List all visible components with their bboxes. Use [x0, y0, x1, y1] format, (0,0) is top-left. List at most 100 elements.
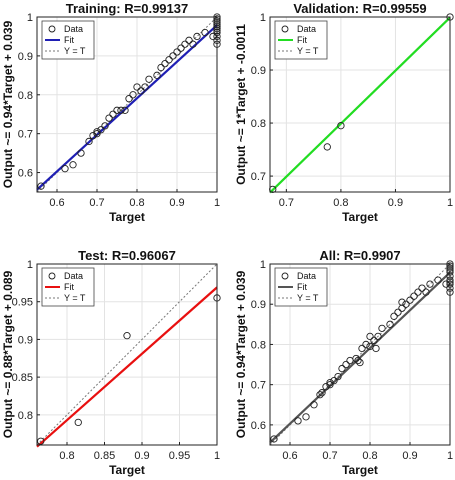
chart2-xtick-label: 1: [214, 450, 220, 462]
chart0-data-point: [109, 110, 117, 118]
chart0-xtick-label: 0.9: [169, 197, 184, 209]
chart3-data-point: [406, 296, 414, 304]
chart2-xtick-label: 0.8: [59, 450, 74, 462]
chart2-xtick-label: 0.95: [169, 450, 190, 462]
chart0-ytick-label: 0.6: [18, 168, 33, 180]
chart3-data-point: [434, 276, 442, 284]
chart3-data-point: [442, 280, 450, 288]
chart3-data-point: [366, 332, 374, 341]
chart3-data-point: [426, 280, 434, 288]
chart3-data-point: [356, 358, 364, 367]
chart1-xtick-label: 0.8: [333, 197, 348, 209]
chart1-fit-line: [269, 16, 451, 194]
chart0-data-point: [97, 126, 105, 134]
chart2-legend-data-marker: [48, 272, 56, 280]
chart0-data-point: [37, 182, 45, 190]
chart2-ytick-label: 0.8: [18, 410, 33, 422]
chart2-legend-identity-label: Y = T: [64, 293, 86, 303]
chart3-ytick-label: 0.9: [251, 299, 266, 311]
chart0-xtick-label: 1: [214, 197, 220, 209]
chart3-data-point: [322, 383, 330, 391]
chart0-data-point: [129, 91, 137, 99]
chart3-data-point: [302, 413, 310, 421]
chart3-data-point: [342, 360, 350, 369]
chart1-ytick-label: 0.8: [251, 118, 266, 130]
chart0-data-point: [101, 122, 109, 130]
chart1-ytick-label: 0.9: [251, 65, 266, 77]
chart3-xlabel: Target: [342, 463, 378, 477]
chart1-ylabel: Output ~= 1*Target + -0.0011: [234, 24, 248, 185]
chart0-xtick-label: 0.8: [129, 197, 144, 209]
chart0-data-point: [93, 128, 101, 136]
chart0-data-point: [185, 36, 193, 44]
chart1-legend-identity-label: Y = T: [297, 46, 319, 56]
chart3-ytick-label: 1: [260, 259, 266, 271]
chart3-data-point: [370, 336, 378, 345]
chart3-data-point: [316, 391, 324, 399]
chart0-data-point: [113, 106, 121, 114]
chart1-xlabel: Target: [342, 210, 378, 224]
chart2-xtick-label: 0.9: [134, 450, 149, 462]
chart3-data-point: [310, 401, 318, 409]
chart2-ytick-label: 0.9: [18, 334, 33, 346]
chart3-legend-data-marker: [281, 272, 289, 280]
chart0-xlabel: Target: [109, 210, 145, 224]
chart0-data-point: [105, 114, 113, 122]
chart2-title: Test: R=0.96067: [78, 248, 176, 263]
chart1-legend-fit-label: Fit: [297, 35, 307, 45]
chart0-data-point: [85, 137, 93, 146]
chart3-legend-fit-label: Fit: [297, 282, 307, 292]
chart3-legend-identity-label: Y = T: [297, 293, 319, 303]
chart3-ytick-label: 0.8: [251, 339, 266, 351]
chart2-axes-box: [36, 263, 218, 446]
chart0-data-point: [117, 106, 125, 114]
chart0-data-point: [169, 52, 177, 60]
chart1-ytick-label: 0.7: [251, 171, 266, 183]
chart2-legend-fit-label: Fit: [64, 282, 74, 292]
chart3-data-point: [334, 372, 342, 381]
chart3-xtick-label: 0.9: [402, 450, 417, 462]
chart0-ytick-label: 0.7: [18, 129, 33, 141]
chart3-data-point: [294, 417, 302, 425]
chart0-data-point: [77, 149, 85, 157]
chart0-data-point: [177, 44, 185, 52]
chart3-xtick-label: 0.8: [362, 450, 377, 462]
chart0-data-point: [193, 32, 201, 41]
chart0-data-point: [165, 56, 173, 64]
chart0-data-point: [69, 161, 77, 169]
chart3-data-point: [330, 376, 338, 385]
chart3-xtick-label: 0.7: [322, 450, 337, 462]
chart0-xtick-label: 0.7: [89, 197, 104, 209]
chart3-data-point: [394, 308, 402, 316]
chart2-data-point: [123, 331, 131, 340]
chart0-data-point: [201, 28, 209, 37]
chart3-axes-box: [269, 263, 451, 446]
chart3-data-point: [386, 320, 394, 328]
chart2-xtick-label: 0.85: [94, 450, 115, 462]
chart3-data-point: [422, 288, 430, 296]
chart3-data-point: [354, 356, 362, 365]
chart3-title: All: R=0.9907: [319, 248, 400, 263]
chart2-legend-data-label: Data: [64, 271, 83, 281]
chart3-ytick-label: 0.6: [251, 420, 266, 432]
chart3-data-point: [378, 324, 386, 333]
chart1-legend-data-marker: [281, 25, 289, 33]
chart3-data-point: [318, 389, 326, 397]
chart0-data-point: [157, 63, 165, 72]
chart0-data-point: [141, 83, 149, 91]
chart0-ylabel: Output ~= 0.94*Target + 0.039: [1, 20, 15, 188]
chart3-data-point: [326, 379, 334, 387]
chart3-data-point: [414, 288, 422, 296]
chart2-data-point: [37, 437, 45, 445]
chart3-legend-data-label: Data: [297, 271, 316, 281]
chart2-data-point: [74, 418, 82, 427]
chart0-data-point: [145, 75, 153, 83]
chart0-legend-identity-label: Y = T: [64, 46, 86, 56]
chart1-title: Validation: R=0.99559: [293, 1, 426, 16]
chart0-data-point: [173, 48, 181, 56]
chart0-ytick-label: 1: [27, 12, 33, 24]
chart3-data-point: [326, 381, 334, 389]
chart3-data-point: [402, 300, 410, 308]
chart0-ytick-label: 0.8: [18, 90, 33, 102]
